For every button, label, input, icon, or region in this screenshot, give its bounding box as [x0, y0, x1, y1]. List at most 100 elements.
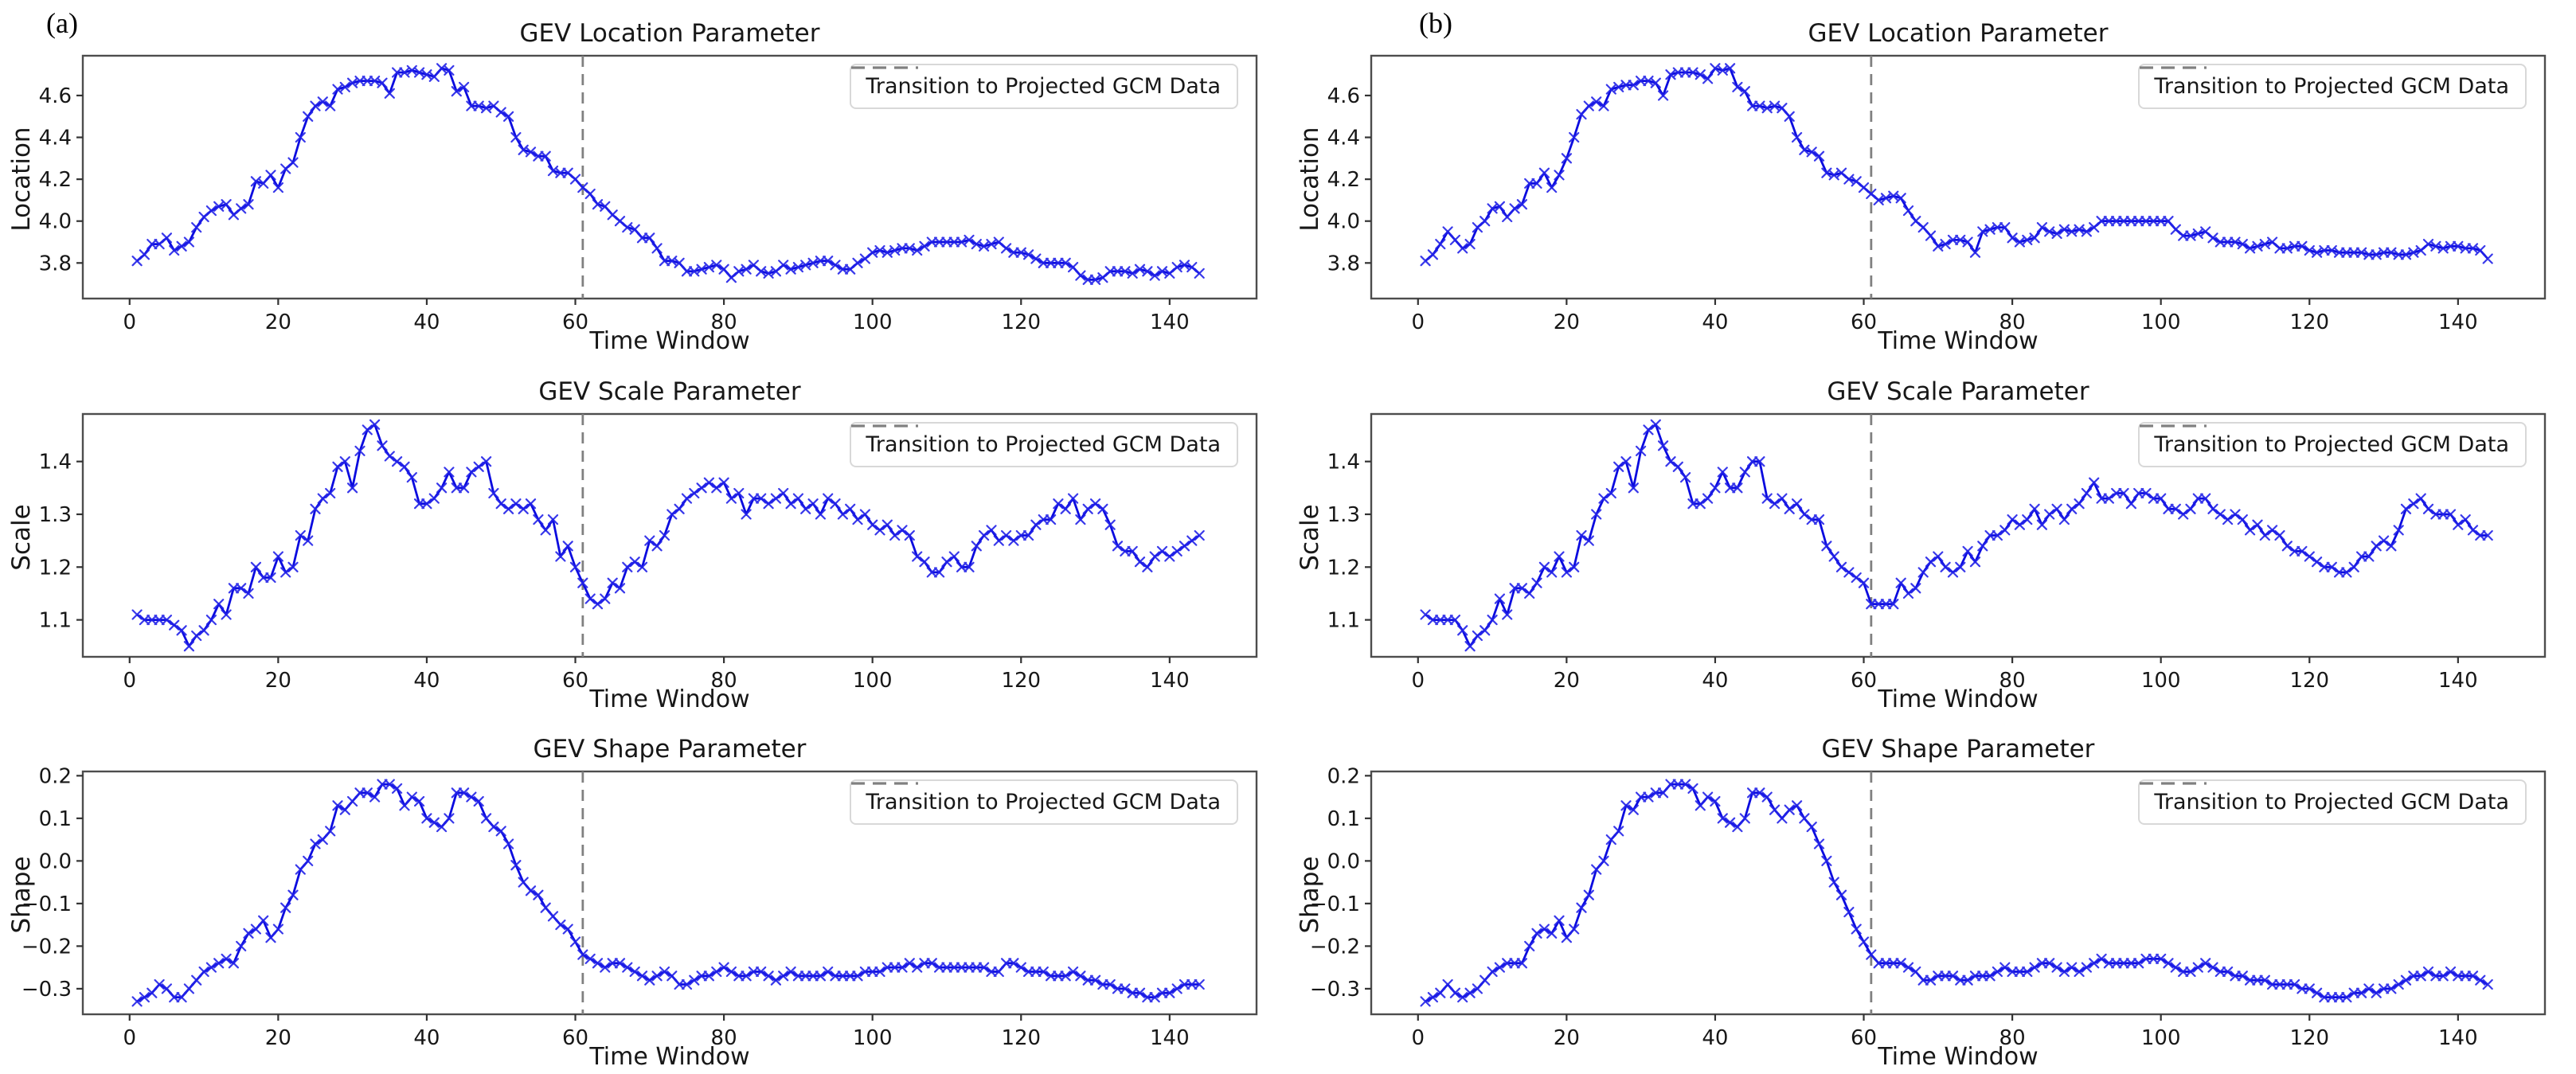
y-tick-label: 1.3: [1327, 503, 1360, 527]
x-tick-label: 0: [1412, 310, 1425, 334]
x-tick-label: 0: [123, 310, 136, 334]
y-tick-label: 4.2: [1327, 168, 1360, 192]
legend-label: Transition to Projected GCM Data: [2154, 790, 2509, 814]
y-tick-label: 4.2: [39, 168, 72, 192]
x-tick-label: 20: [265, 669, 291, 693]
plot-area: 0 20 40 60 80 100 120 140 1.1 1.2 1.3 1.4 Transitio…: [0, 358, 1288, 717]
x-axis-label: Time Window: [1878, 327, 2039, 355]
legend-label: Transition to Projected GCM Data: [866, 74, 1221, 99]
x-tick-label: 40: [413, 669, 440, 693]
plot-canvas: 0 20 40 60 80 100 120 140 0.2 0.1 0.0 −0.1 −0.2 −0.3: [1310, 764, 2547, 1050]
panel-label-a: (a): [46, 7, 78, 39]
x-tick-label: 60: [1851, 1026, 1877, 1050]
x-tick-label: 140: [1150, 1026, 1190, 1050]
x-tick-label: 40: [413, 1026, 440, 1050]
x-tick-label: 120: [2289, 1026, 2329, 1050]
x-tick-label: 60: [1851, 669, 1877, 693]
x-tick-label: 20: [1554, 669, 1580, 693]
x-axis-label: Time Window: [589, 685, 750, 713]
x-tick-label: 0: [1412, 1026, 1425, 1050]
data-markers: [1420, 63, 2493, 267]
plot-canvas: 0 20 40 60 80 100 120 140 3.8 4.0 4.2 4.4 4.6: [1327, 54, 2547, 334]
x-tick-label: 0: [1412, 669, 1425, 693]
y-tick-label: 4.4: [39, 127, 72, 150]
dashed-line-icon: [851, 782, 919, 785]
legend: Transition to Projected GCM Data: [2138, 779, 2527, 825]
legend: Transition to Projected GCM Data: [2138, 64, 2527, 109]
y-tick-label: 0.2: [39, 764, 72, 788]
y-tick-label: 0.1: [1327, 807, 1360, 831]
plot-area: 0 20 40 60 80 100 120 140 3.8 4.0 4.2 4.4 4.6 Transi…: [1288, 0, 2576, 358]
legend-label: Transition to Projected GCM Data: [866, 432, 1221, 457]
y-tick-label: 4.6: [39, 84, 72, 108]
legend: Transition to Projected GCM Data: [850, 64, 1238, 109]
y-tick-label: 4.4: [1327, 127, 1360, 150]
x-tick-label: 120: [1001, 310, 1041, 334]
y-tick-label: 4.0: [39, 210, 72, 234]
x-tick-label: 40: [413, 310, 440, 334]
x-tick-label: 140: [2438, 310, 2478, 334]
x-tick-label: 60: [562, 1026, 588, 1050]
x-tick-label: 80: [711, 669, 737, 693]
plot-area: 0 20 40 60 80 100 120 140 3.8 4.0 4.2 4.4 4.6 Transi…: [0, 0, 1288, 358]
legend: Transition to Projected GCM Data: [2138, 422, 2527, 467]
x-tick-label: 120: [2289, 310, 2329, 334]
x-tick-label: 20: [265, 1026, 291, 1050]
x-axis-label: Time Window: [589, 1043, 750, 1071]
x-tick-label: 80: [1999, 669, 2026, 693]
y-tick-label: 3.8: [1327, 252, 1360, 275]
x-tick-label: 20: [1554, 310, 1580, 334]
dashed-line-icon: [2140, 66, 2207, 69]
legend-label: Transition to Projected GCM Data: [2154, 432, 2509, 457]
x-tick-label: 100: [853, 669, 893, 693]
x-tick-label: 0: [123, 669, 136, 693]
x-tick-label: 120: [2289, 669, 2329, 693]
x-tick-label: 140: [1150, 310, 1190, 334]
data-markers: [131, 419, 1205, 652]
plot-canvas: 0 20 40 60 80 100 120 140 0.2 0.1 0.0 −0.1 −0.2 −0.3: [21, 764, 1258, 1050]
data-markers: [131, 63, 1205, 285]
x-tick-label: 60: [562, 310, 588, 334]
x-tick-label: 140: [2438, 1026, 2478, 1050]
legend-label: Transition to Projected GCM Data: [866, 790, 1221, 814]
x-tick-label: 80: [711, 1026, 737, 1050]
plot-canvas: 0 20 40 60 80 100 120 140 1.1 1.2 1.3 1.4: [39, 412, 1258, 693]
x-tick-label: 100: [853, 310, 893, 334]
x-tick-label: 40: [1702, 310, 1728, 334]
legend: Transition to Projected GCM Data: [850, 422, 1238, 467]
subplot-location-b: GEV Location Parameter Location 0 20 40 60 8…: [1288, 0, 2576, 358]
chart-title: GEV Scale Parameter: [538, 377, 801, 406]
x-tick-label: 20: [1554, 1026, 1580, 1050]
y-tick-label: 1.2: [39, 556, 72, 580]
plot-area: 0 20 40 60 80 100 120 140 0.2 0.1 0.0 −0.1 −0.2 −0.3 …: [1288, 716, 2576, 1074]
y-tick-label: 1.3: [39, 503, 72, 527]
dashed-line-icon: [2140, 424, 2207, 428]
y-tick-label: −0.1: [1310, 892, 1360, 916]
x-tick-label: 80: [711, 310, 737, 334]
x-tick-label: 100: [2141, 1026, 2181, 1050]
y-tick-label: 1.4: [1327, 451, 1360, 475]
dashed-line-icon: [851, 66, 919, 69]
data-markers: [131, 779, 1205, 1007]
y-tick-label: 4.0: [1327, 210, 1360, 234]
x-tick-label: 120: [1001, 669, 1041, 693]
y-tick-label: −0.3: [21, 978, 72, 1002]
x-tick-label: 20: [265, 310, 291, 334]
legend: Transition to Projected GCM Data: [850, 779, 1238, 825]
plot-area: 0 20 40 60 80 100 120 140 0.2 0.1 0.0 −0.1 −0.2 −0.3 …: [0, 716, 1288, 1074]
y-tick-label: −0.1: [21, 892, 72, 916]
plot-canvas: 0 20 40 60 80 100 120 140 3.8 4.0 4.2 4.4 4.6: [39, 54, 1258, 334]
x-tick-label: 60: [562, 669, 588, 693]
axes-border: [81, 770, 1258, 1016]
subplot-scale-a: GEV Scale Parameter Scale 0 20 40 60 80 100 12…: [0, 358, 1288, 717]
plot-area: 0 20 40 60 80 100 120 140 1.1 1.2 1.3 1.4 Transitio…: [1288, 358, 2576, 717]
axes-border: [81, 412, 1258, 658]
y-tick-label: 3.8: [39, 252, 72, 275]
subplot-shape-a: GEV Shape Parameter Shape 0 20 40 60 80 100 12…: [0, 716, 1288, 1074]
x-tick-label: 80: [1999, 1026, 2026, 1050]
axes-border: [1370, 770, 2547, 1016]
x-axis-label: Time Window: [589, 327, 750, 355]
chart-title: GEV Shape Parameter: [533, 735, 807, 764]
y-tick-label: −0.2: [21, 935, 72, 959]
